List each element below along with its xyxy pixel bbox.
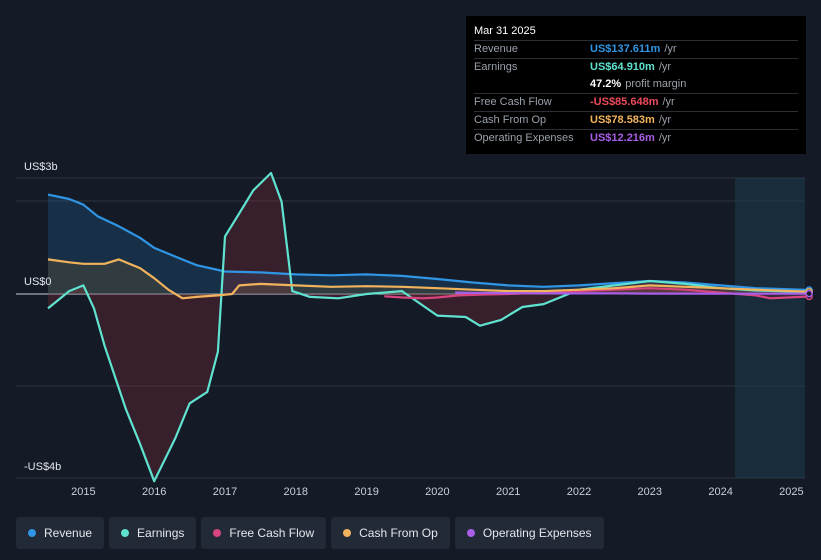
legend-dot-icon [213,529,222,537]
x-tick-label: 2020 [425,486,449,498]
legend-dot-icon [28,529,36,537]
tooltip-row-value: US$137.611m [590,43,661,55]
earnings-area [48,173,810,482]
x-tick-label: 2022 [567,486,591,498]
legend-label: Revenue [44,526,93,540]
tooltip-rows: Revenue US$137.611m/yr Earnings US$64.910m /… [474,40,798,147]
tooltip: Mar 31 2025 Revenue US$137.611m/yr Earning… [466,16,806,154]
tooltip-date: Mar 31 2025 [474,25,536,37]
legend-item-operating-expenses[interactable]: Operating Expenses [454,517,604,549]
operating-expenses-line [455,291,810,295]
tooltip-row-label: Earnings [474,61,518,73]
tooltip-row-unit: /yr [658,61,672,73]
legend-item-revenue[interactable]: Revenue [16,517,105,549]
series-areas [48,173,810,482]
tooltip-row-unit: /yr [664,43,677,55]
tooltip-row: Revenue US$137.611m/yr [474,40,798,58]
tooltip-row-value: 47.2% [590,78,622,90]
x-tick-label: 2019 [354,486,378,498]
chart: US$3b US$0 -US$4b 2015 2016 2017 2018 2019 2020… [16,161,813,498]
legend-label: Cash From Op [359,526,438,540]
tooltip-row-label [474,76,590,93]
x-tick-label: 2021 [496,486,520,498]
tooltip-row: Earnings US$64.910m/yr [474,58,798,76]
series-lines [47,171,813,483]
legend-dot-icon [121,529,130,537]
legend-label: Operating Expenses [482,526,592,540]
x-tick-label: 2023 [638,486,662,498]
tooltip-row-unit: /yr [658,114,672,126]
tooltip-row-label: Free Cash Flow [474,96,552,108]
x-axis-labels: 2015 2016 2017 2018 2019 2020 2021 2022 2023 2024… [71,486,803,498]
tooltip-row: Cash From Op US$78.583m/yr [474,111,798,129]
y-tick-label: -US$4b [24,461,61,473]
tooltip-row-unit: /yr [662,96,675,108]
tooltip-row-value: US$12.216m [590,132,655,144]
legend-item-free-cash-flow[interactable]: Free Cash Flow [201,517,327,549]
x-tick-label: 2018 [284,486,308,498]
legend-item-cash-from-op[interactable]: Cash From Op [331,517,450,549]
tooltip-row-value: US$64.910m [590,61,655,73]
tooltip-row-label: Revenue [474,43,519,55]
cash-from-op-line [47,258,810,300]
x-tick-label: 2016 [142,486,166,498]
x-tick-label: 2025 [779,486,803,498]
x-tick-label: 2024 [708,486,732,498]
x-tick-label: 2015 [71,486,95,498]
forecast-region [735,178,805,478]
y-axis-labels: US$3b US$0 -US$4b [24,161,61,473]
tooltip-row: Free Cash Flow -US$85.648m/yr [474,93,798,111]
tooltip-row: 47.2% profit margin [474,76,798,93]
legend-dot-icon [466,529,475,537]
legend-dot-icon [343,529,352,537]
revenue-area [48,194,810,294]
tooltip-row-unit: /yr [658,132,672,144]
y-tick-label: US$0 [24,276,52,288]
tooltip-row-value: -US$85.648m [590,96,659,108]
tooltip-row-unit: profit margin [625,78,687,90]
grid [16,177,805,479]
legend-label: Earnings [137,526,185,540]
tooltip-row-label: Operating Expenses [474,132,574,144]
legend: Revenue Earnings Free Cash Flow Cash From O… [16,517,609,549]
tooltip-row-label: Cash From Op [474,114,547,126]
tooltip-row-value: US$78.583m [590,114,655,126]
x-tick-label: 2017 [213,486,237,498]
tooltip-row: Operating Expenses US$12.216m/yr [474,129,798,147]
legend-label: Free Cash Flow [229,526,315,540]
y-tick-label: US$3b [24,161,58,173]
legend-item-earnings[interactable]: Earnings [109,517,197,549]
operating-expenses-endpoint [805,289,813,298]
